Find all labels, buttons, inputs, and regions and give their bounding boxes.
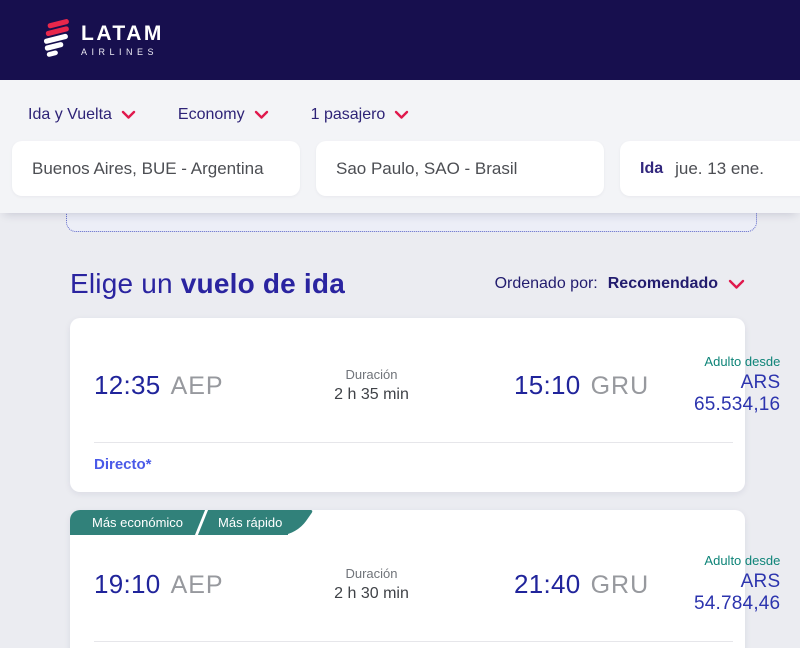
flight-card[interactable]: Más económico Más rápido 19:10 AEP Durac… [70, 510, 780, 648]
search-fields: Buenos Aires, BUE - Argentina Sao Paulo,… [12, 141, 800, 196]
trip-type-label: Ida y Vuelta [28, 106, 112, 123]
page-title-bold: vuelo de ida [180, 268, 345, 299]
stops-row: Directo* [70, 642, 745, 648]
destination-value: Sao Paulo, SAO - Brasil [336, 158, 518, 178]
chevron-down-icon [121, 110, 136, 120]
arrival-airport: GRU [590, 570, 650, 599]
passengers-dropdown[interactable]: 1 pasajero [311, 106, 410, 124]
duration-value: 2 h 35 min [334, 385, 409, 403]
latam-swirl-icon [40, 18, 72, 62]
flight-card[interactable]: 12:35 AEP Duración 2 h 35 min 15:10 GRU … [70, 318, 780, 492]
results-header: Elige un vuelo de ida Ordenado por: Reco… [70, 268, 745, 300]
card-divider [94, 641, 733, 642]
duration-label: Duración [345, 366, 398, 382]
card-divider [94, 442, 733, 443]
chevron-down-icon [254, 110, 269, 120]
departure-block: 19:10 AEP [94, 569, 264, 600]
search-bar: Ida y Vuelta Economy 1 pasajero Buenos A… [0, 80, 800, 213]
tag-separator [194, 510, 209, 535]
sort-dropdown[interactable]: Ordenado por: Recomendado [495, 275, 745, 293]
trip-type-dropdown[interactable]: Ida y Vuelta [28, 106, 136, 124]
duration-value: 2 h 30 min [334, 584, 409, 602]
fare-type-label: Adulto desde [704, 354, 781, 369]
stops-row: Directo* [70, 443, 745, 492]
departure-airport: AEP [170, 570, 224, 599]
brand-name: LATAM [81, 22, 164, 45]
chevron-down-icon [728, 279, 745, 290]
fare-price: ARS 65.534,16 [694, 372, 781, 415]
arrival-time: 21:40 [514, 568, 581, 599]
chevron-down-icon [394, 110, 409, 120]
arrival-block: 21:40 GRU [514, 569, 694, 600]
latam-logo[interactable]: LATAM AIRLINES [40, 18, 164, 62]
arrival-time: 15:10 [514, 369, 581, 400]
tag-cheapest: Más económico [92, 515, 184, 530]
departure-airport: AEP [170, 371, 224, 400]
date-value: jue. 13 ene. [675, 158, 764, 178]
tag-fastest: Más rápido [218, 515, 283, 530]
date-direction-label: Ida [640, 159, 664, 177]
flight-summary-row: 12:35 AEP Duración 2 h 35 min 15:10 GRU … [70, 318, 780, 416]
duration-block: Duración 2 h 35 min [304, 367, 439, 404]
results-section: Elige un vuelo de ida Ordenado por: Reco… [70, 213, 780, 648]
page-title: Elige un vuelo de ida [70, 268, 345, 300]
flight-summary-row: 19:10 AEP Duración 2 h 30 min 21:40 GRU … [70, 535, 780, 615]
passengers-label: 1 pasajero [310, 106, 386, 123]
flight-tags-banner: Más económico Más rápido [70, 510, 289, 535]
departure-date-field[interactable]: Ida jue. 13 ene. [620, 141, 800, 196]
price-block: Adulto desde ARS 65.534,16 [694, 354, 780, 416]
search-selectors: Ida y Vuelta Economy 1 pasajero [12, 100, 800, 130]
departure-block: 12:35 AEP [94, 370, 264, 401]
departure-time: 12:35 [94, 369, 161, 400]
sort-label: Ordenado por: [494, 275, 598, 292]
duration-label: Duración [345, 565, 398, 581]
app-header: LATAM AIRLINES [0, 0, 800, 80]
stops-link[interactable]: Directo* [94, 456, 152, 473]
origin-value: Buenos Aires, BUE - Argentina [32, 158, 264, 178]
price-block: Adulto desde ARS 54.784,46 [694, 553, 780, 615]
duration-block: Duración 2 h 30 min [304, 566, 439, 603]
brand-subtitle: AIRLINES [81, 47, 159, 57]
cabin-label: Economy [177, 106, 245, 123]
arrival-airport: GRU [590, 371, 650, 400]
destination-field[interactable]: Sao Paulo, SAO - Brasil [316, 141, 604, 196]
arrival-block: 15:10 GRU [514, 370, 694, 401]
page-title-regular: Elige un [70, 268, 181, 299]
departure-time: 19:10 [94, 568, 161, 599]
fare-price: ARS 54.784,46 [694, 571, 781, 614]
fare-type-label: Adulto desde [704, 553, 781, 568]
sort-value: Recomendado [607, 275, 718, 292]
cabin-dropdown[interactable]: Economy [178, 106, 269, 124]
origin-field[interactable]: Buenos Aires, BUE - Argentina [12, 141, 300, 196]
